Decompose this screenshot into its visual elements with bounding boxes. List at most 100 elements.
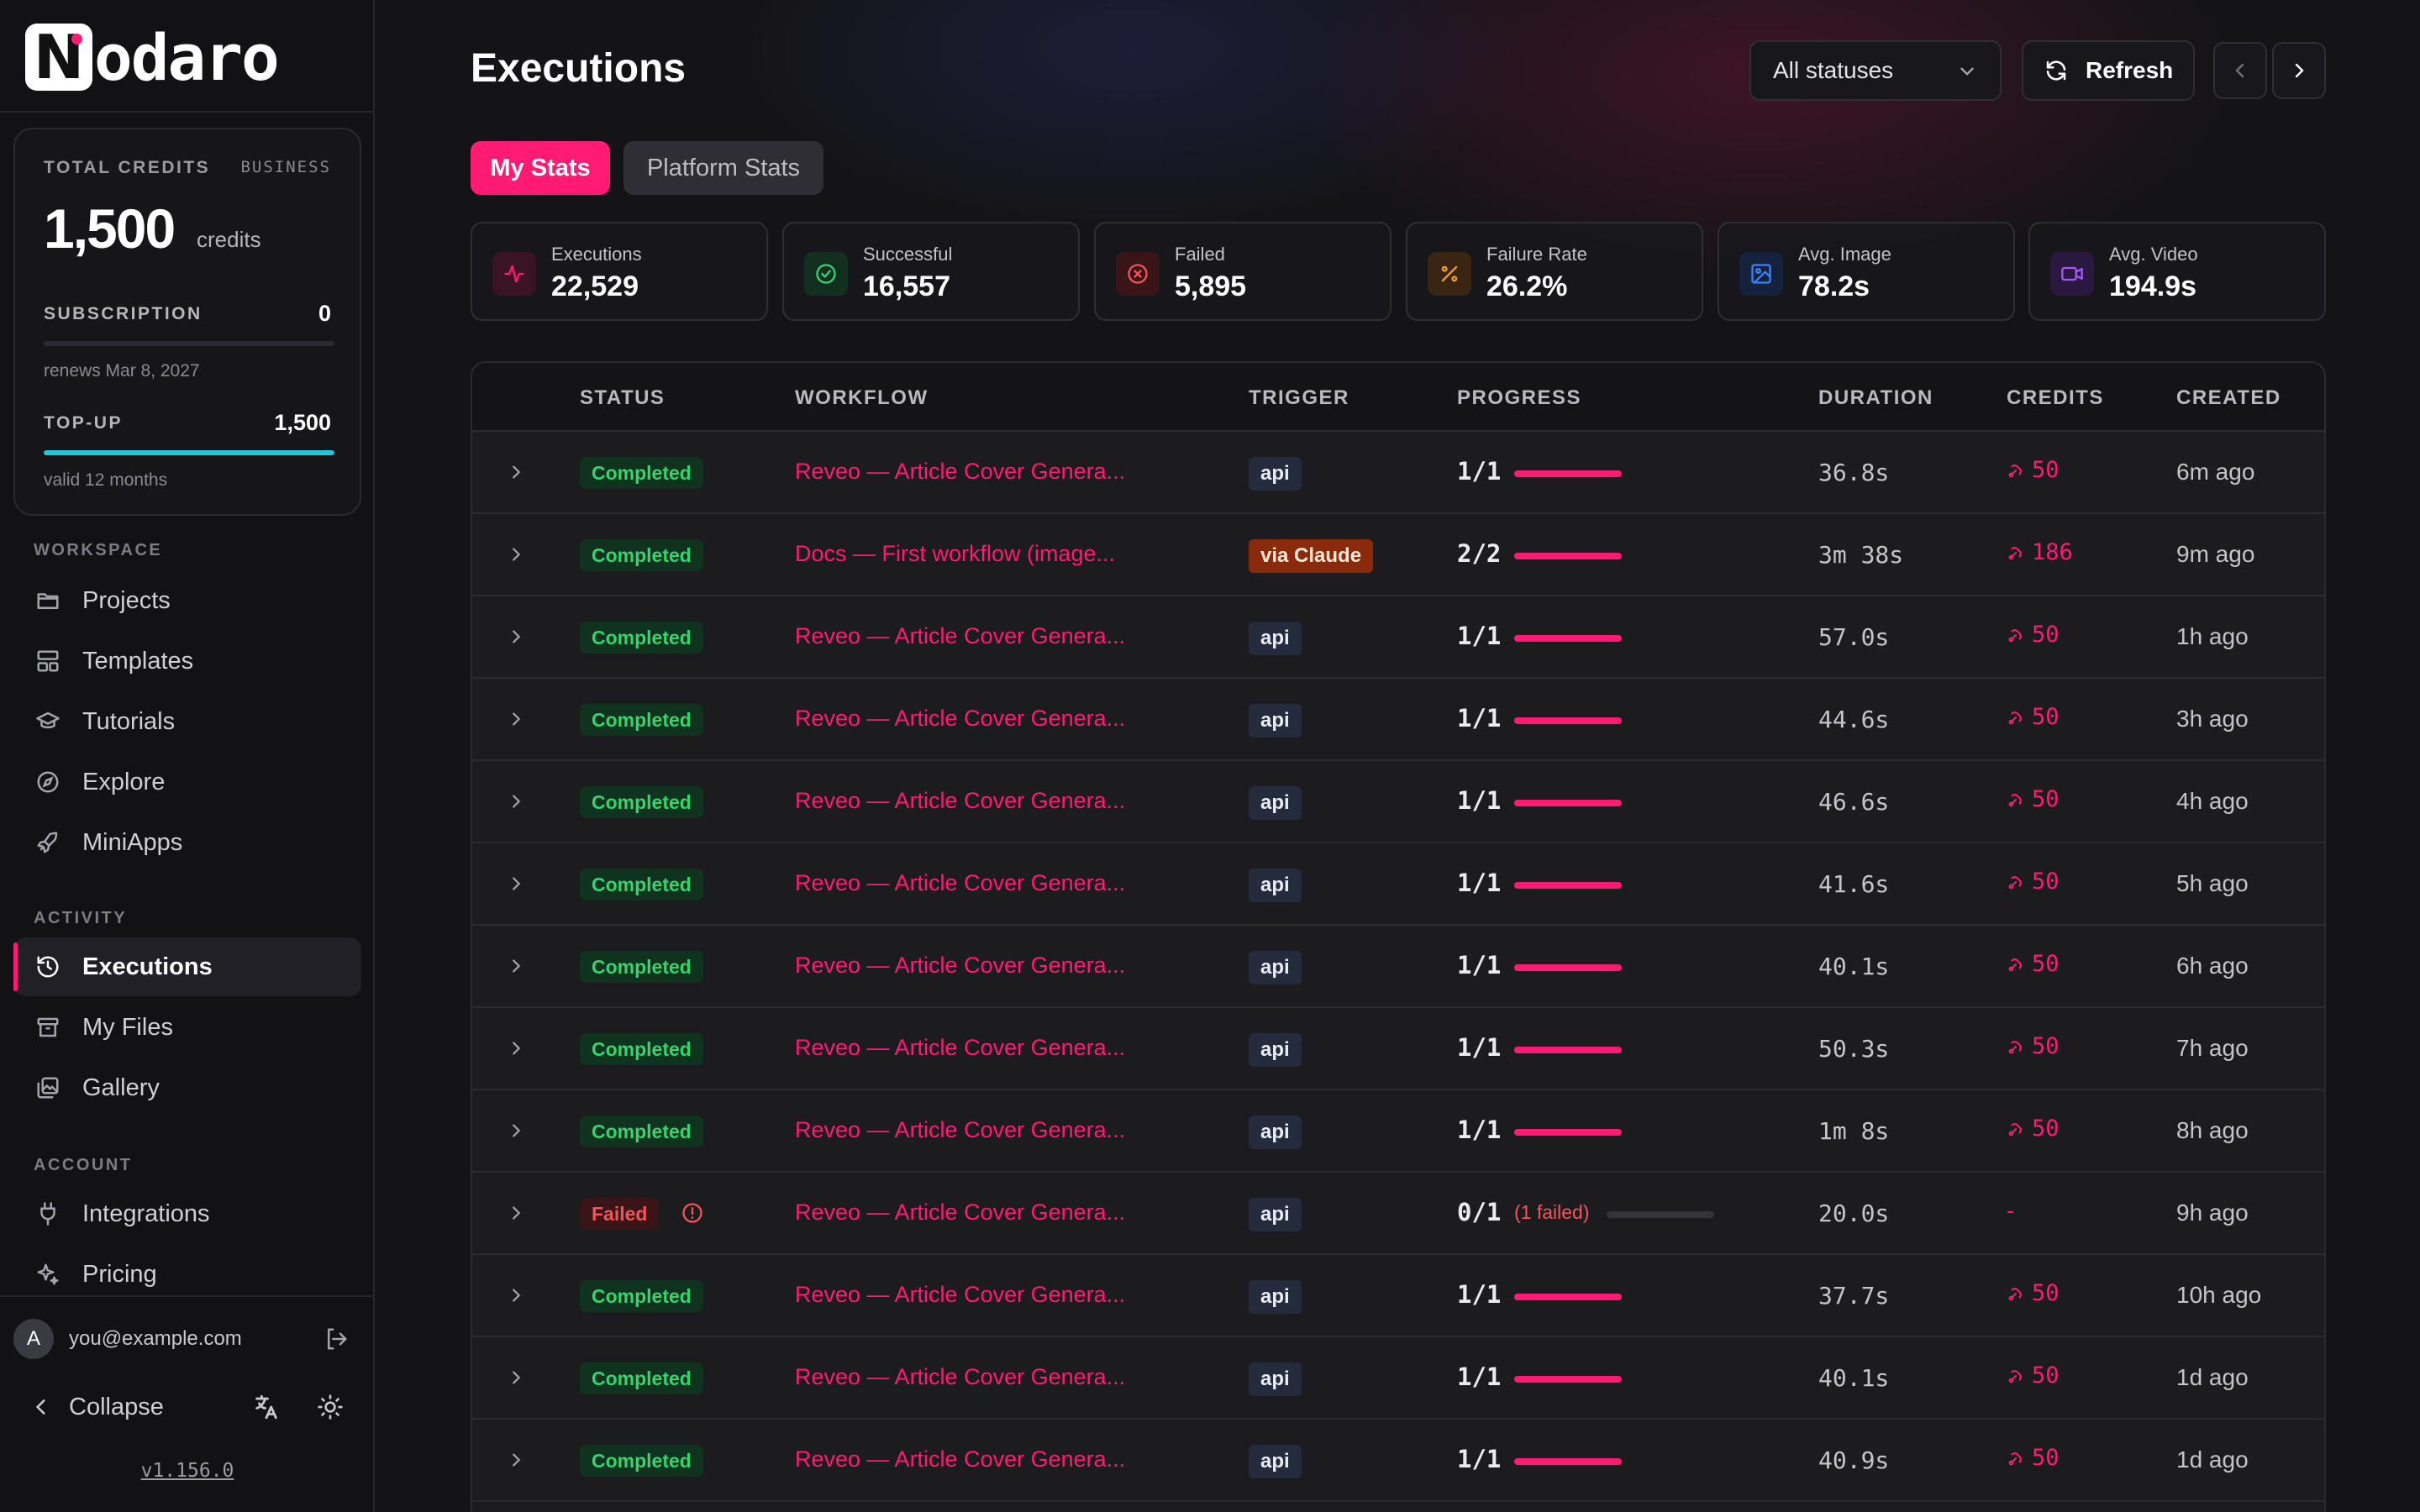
sun-icon[interactable]: [314, 1391, 346, 1423]
created-time: 4h ago: [2176, 788, 2249, 814]
stat-value: 22,529: [551, 270, 639, 302]
chevron-right-icon[interactable]: [501, 1280, 531, 1310]
refresh-button[interactable]: Refresh: [2022, 40, 2195, 101]
table-row[interactable]: Completed Docs — First workflow (image...…: [472, 514, 2324, 596]
sidebar-item-projects[interactable]: Projects: [13, 571, 361, 630]
coin-icon: [2007, 626, 2032, 644]
column-header-created[interactable]: CREATED: [2176, 386, 2281, 409]
progress-count: 2/2: [1457, 539, 1502, 568]
sidebar-item-explore[interactable]: Explore: [13, 753, 361, 811]
user-account[interactable]: A you@example.com: [13, 1315, 361, 1362]
chevron-right-icon[interactable]: [501, 1445, 531, 1475]
brand-logo[interactable]: N odaro: [25, 20, 280, 95]
column-header-credits[interactable]: CREDITS: [2007, 386, 2104, 409]
table-row[interactable]: Completed Reveo — Article Cover Genera...…: [472, 679, 2324, 761]
status-filter-select[interactable]: All statuses: [1749, 40, 2002, 101]
workflow-link[interactable]: Reveo — Article Cover Genera...: [795, 1364, 1126, 1389]
workflow-link[interactable]: Reveo — Article Cover Genera...: [795, 459, 1126, 484]
column-header-duration[interactable]: DURATION: [1818, 386, 1933, 409]
collapse-sidebar-button[interactable]: Collapse: [30, 1388, 164, 1426]
tab-my-stats[interactable]: My Stats: [471, 141, 610, 195]
duration-value: 46.6s: [1818, 788, 1890, 816]
progress-bar: [1514, 553, 1622, 559]
workflow-link[interactable]: Docs — First workflow (image...: [795, 541, 1116, 566]
avatar: A: [13, 1319, 54, 1359]
logout-icon[interactable]: [321, 1324, 351, 1354]
column-header-trigger[interactable]: TRIGGER: [1249, 386, 1349, 409]
chevron-right-icon[interactable]: [501, 869, 531, 899]
workflow-link[interactable]: Reveo — Article Cover Genera...: [795, 1200, 1126, 1225]
table-row[interactable]: Completed Reveo — Article Cover Genera...…: [472, 1337, 2324, 1420]
tab-platform-stats[interactable]: Platform Stats: [623, 141, 823, 195]
table-row[interactable]: Completed Reveo — Article Cover Genera...…: [472, 761, 2324, 843]
table-row[interactable]: Completed Reveo — Article Cover Genera...…: [472, 1008, 2324, 1090]
created-time: 1h ago: [2176, 623, 2249, 649]
sidebar-item-gallery[interactable]: Gallery: [13, 1058, 361, 1117]
progress-bar: [1514, 1294, 1622, 1300]
chevron-right-icon[interactable]: [501, 786, 531, 816]
chevron-right-icon[interactable]: [501, 1033, 531, 1063]
table-row[interactable]: Completed Reveo — Article Cover Genera...…: [472, 926, 2324, 1008]
column-header-status[interactable]: STATUS: [580, 386, 666, 409]
credits-value: 50: [2007, 786, 2060, 812]
trigger-badge: api: [1249, 951, 1302, 984]
table-row[interactable]: Completed Reveo — Article Cover Genera...…: [472, 843, 2324, 926]
workflow-link[interactable]: Reveo — Article Cover Genera...: [795, 1446, 1126, 1472]
chevron-right-icon[interactable]: [501, 1198, 531, 1228]
sidebar-item-integrations[interactable]: Integrations: [13, 1184, 361, 1243]
trigger-badge: api: [1249, 1362, 1302, 1396]
chevron-right-icon[interactable]: [501, 704, 531, 734]
table-row[interactable]: Failed Reveo — Article Cover Genera... api…: [472, 1173, 2324, 1255]
trigger-badge: api: [1249, 869, 1302, 902]
history-icon: [35, 954, 60, 979]
archive-icon: [35, 1015, 60, 1040]
sidebar-item-tutorials[interactable]: Tutorials: [13, 692, 361, 751]
chevron-right-icon[interactable]: [501, 1116, 531, 1146]
progress-bar: [1514, 1458, 1622, 1465]
table-row[interactable]: Completed Reveo — Article Cover Genera...…: [472, 1255, 2324, 1337]
table-row[interactable]: Completed Reveo — Article Cover Genera...…: [472, 596, 2324, 679]
sidebar-item-miniapps[interactable]: MiniApps: [13, 813, 361, 872]
workspace-section-label: WORKSPACE: [34, 541, 163, 559]
trigger-badge: api: [1249, 1033, 1302, 1067]
duration-value: 50.3s: [1818, 1035, 1890, 1063]
workflow-link[interactable]: Reveo — Article Cover Genera...: [795, 623, 1126, 648]
column-header-progress[interactable]: PROGRESS: [1457, 386, 1582, 409]
chevron-right-icon[interactable]: [501, 457, 531, 487]
workflow-link[interactable]: Reveo — Article Cover Genera...: [795, 788, 1126, 813]
sidebar-item-executions[interactable]: Executions: [13, 937, 361, 996]
next-page-button[interactable]: [2272, 42, 2326, 99]
stat-value: 194.9s: [2109, 270, 2196, 302]
workflow-link[interactable]: Reveo — Article Cover Genera...: [795, 1035, 1126, 1060]
prev-page-button[interactable]: [2213, 42, 2267, 99]
table-row[interactable]: Completed Reveo — Article Cover Genera...…: [472, 432, 2324, 514]
progress-count: 1/1: [1457, 951, 1502, 979]
chevron-right-icon[interactable]: [501, 1362, 531, 1393]
workflow-link[interactable]: Reveo — Article Cover Genera...: [795, 953, 1126, 978]
progress-bar: [1514, 800, 1622, 806]
coin-icon: [2007, 1284, 2032, 1303]
sidebar-item-pricing[interactable]: Pricing: [13, 1245, 361, 1304]
workflow-link[interactable]: Reveo — Article Cover Genera...: [795, 1117, 1126, 1142]
workflow-link[interactable]: Reveo — Article Cover Genera...: [795, 870, 1126, 895]
table-row[interactable]: Completed Reveo — Article Cover Genera...…: [472, 1420, 2324, 1502]
credits-unit: credits: [197, 227, 261, 252]
sidebar-item-my-files[interactable]: My Files: [13, 998, 361, 1057]
workflow-link[interactable]: Reveo — Article Cover Genera...: [795, 706, 1126, 731]
translate-icon[interactable]: [250, 1391, 282, 1423]
chevron-right-icon[interactable]: [501, 622, 531, 652]
stat-label: Failed: [1175, 244, 1225, 265]
total-credits-label: TOTAL CREDITS: [44, 158, 211, 177]
sidebar-item-templates[interactable]: Templates: [13, 632, 361, 690]
table-row[interactable]: Completed Reveo — Article Cover Genera...…: [472, 1090, 2324, 1173]
chevron-right-icon[interactable]: [501, 951, 531, 981]
workflow-link[interactable]: Reveo — Article Cover Genera...: [795, 1282, 1126, 1307]
chevron-right-icon[interactable]: [501, 539, 531, 570]
sidebar-item-label: Templates: [82, 647, 194, 675]
app-version[interactable]: v1.156.0: [140, 1460, 234, 1482]
logo-mark: N: [25, 24, 92, 91]
alert-circle-icon[interactable]: [681, 1201, 706, 1226]
column-header-workflow[interactable]: WORKFLOW: [795, 386, 929, 409]
credits-text: 50: [2032, 1445, 2060, 1471]
credits-value: 50: [2007, 457, 2060, 483]
